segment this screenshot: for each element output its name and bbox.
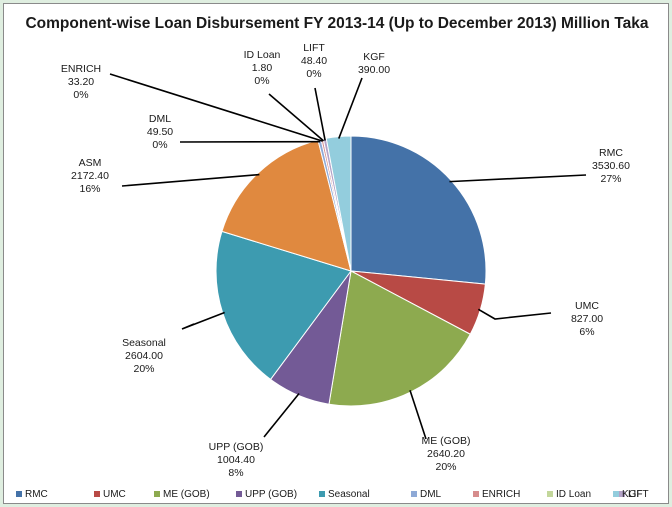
legend-entry-id-loan: ID Loan — [547, 489, 591, 500]
legend-label-me-gob: ME (GOB) — [163, 489, 210, 500]
legend-swatch-upp-gob — [236, 491, 242, 497]
data-label-dml: DML 49.50 0% — [147, 113, 173, 151]
legend-label-lift: LIFT — [628, 489, 649, 500]
legend-entry-lift: LIFT — [619, 489, 649, 500]
data-label-asm: ASM 2172.40 16% — [71, 157, 109, 195]
leader-line-me-gob — [409, 389, 427, 440]
legend-label-upp-gob: UPP (GOB) — [245, 489, 297, 500]
legend-label-umc: UMC — [103, 489, 126, 500]
legend-swatch-rmc — [16, 491, 22, 497]
data-label-enrich: ENRICH 33.20 0% — [61, 63, 101, 101]
legend-label-enrich: ENRICH — [482, 489, 520, 500]
legend-label-seasonal: Seasonal — [328, 489, 370, 500]
legend-swatch-seasonal — [319, 491, 325, 497]
leader-line-kgf — [338, 77, 363, 139]
leader-line-umc — [477, 308, 552, 320]
leader-line-lift — [314, 87, 326, 141]
data-label-kgf: KGF 390.00 — [358, 51, 390, 76]
legend-entry-seasonal: Seasonal — [319, 489, 370, 500]
legend-entry-kgf: KGF — [613, 489, 643, 500]
leader-line-upp-gob — [263, 392, 300, 438]
leader-line-asm — [121, 173, 260, 187]
legend-entry-rmc: RMC — [16, 489, 48, 500]
legend-entry-upp-gob: UPP (GOB) — [236, 489, 297, 500]
pie-slice-kgf — [325, 135, 352, 272]
data-label-upp-gob: UPP (GOB) 1004.40 8% — [209, 441, 264, 479]
pie-slice-asm — [221, 139, 352, 272]
chart-title: Component-wise Loan Disbursement FY 2013… — [25, 15, 648, 32]
leader-line-rmc — [449, 174, 587, 183]
legend-swatch-umc — [94, 491, 100, 497]
pie-slice-rmc — [350, 135, 487, 285]
legend-swatch-kgf — [613, 491, 619, 497]
data-label-me-gob: ME (GOB) 2640.20 20% — [422, 435, 471, 473]
data-label-seasonal: Seasonal 2604.00 20% — [122, 337, 166, 375]
legend-swatch-enrich — [473, 491, 479, 497]
legend-swatch-lift — [619, 491, 625, 497]
data-label-rmc: RMC 3530.60 27% — [592, 147, 630, 185]
legend-label-dml: DML — [420, 489, 442, 500]
leader-line-seasonal — [181, 311, 225, 330]
legend-swatch-id-loan — [547, 491, 553, 497]
leader-line-id-loan — [268, 93, 325, 142]
legend-label-kgf: KGF — [622, 489, 643, 500]
chart-frame: Component-wise Loan Disbursement FY 2013… — [3, 3, 669, 504]
data-label-id-loan: ID Loan 1.80 0% — [244, 49, 281, 87]
legend-entry-dml: DML — [411, 489, 442, 500]
legend: RMC UMC ME (GOB) UPP (GOB) Seasonal DML ENRICH… — [16, 489, 649, 500]
legend-swatch-dml — [411, 491, 417, 497]
legend-label-id-loan: ID Loan — [556, 489, 591, 500]
leader-line-enrich — [109, 73, 323, 142]
legend-entry-umc: UMC — [94, 489, 126, 500]
pie-slices — [215, 135, 487, 407]
legend-entry-enrich: ENRICH — [473, 489, 520, 500]
pie-chart: Component-wise Loan Disbursement FY 2013… — [16, 15, 649, 500]
legend-swatch-me-gob — [154, 491, 160, 497]
data-label-umc: UMC 827.00 6% — [571, 300, 603, 338]
data-label-lift: LIFT 48.40 0% — [301, 42, 327, 80]
legend-label-rmc: RMC — [25, 489, 48, 500]
data-labels: RMC 3530.60 27% UMC 827.00 6% ME (GOB) 2640.20 2… — [61, 42, 630, 479]
legend-entry-me-gob: ME (GOB) — [154, 489, 210, 500]
